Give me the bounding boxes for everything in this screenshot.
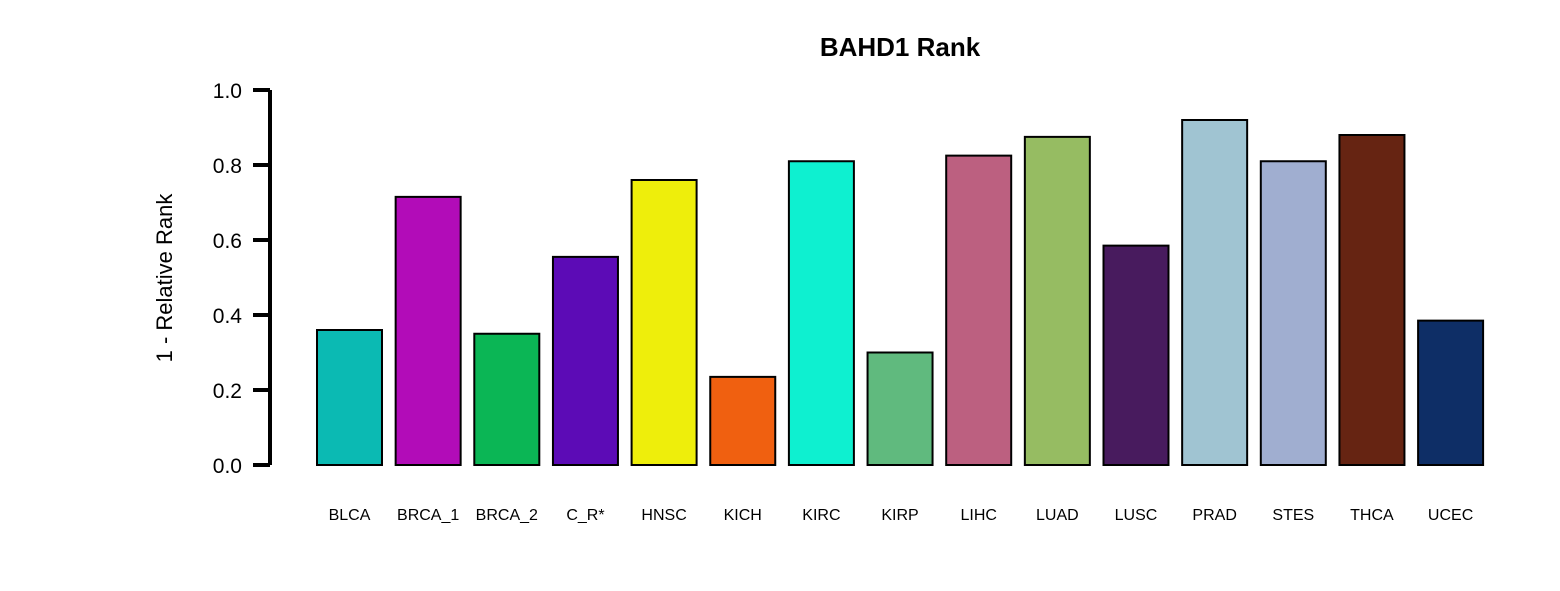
bars-group [316,119,1485,466]
bar-thca [1338,134,1406,466]
y-tick-label: 1.0 [213,80,242,103]
x-tick-label: THCA [1350,507,1394,524]
x-tick-label: LUSC [1115,507,1158,524]
bar-lihc [945,154,1013,466]
y-tick-label: 0.4 [213,305,243,328]
bar-kich [709,375,777,466]
bar-kirp [866,351,934,466]
y-tick-label: 0.2 [213,380,242,403]
bar-c-r [551,255,619,466]
y-tick-label: 0.0 [213,455,242,478]
x-tick-label: KIRC [802,507,840,524]
y-axis-label: 1 - Relative Rank [152,193,177,363]
chart-title: BAHD1 Rank [820,32,981,62]
y-tick-label: 0.8 [213,155,242,178]
bar-luad [1023,135,1091,466]
y-axis: 0.0 0.2 0.4 0.6 0.8 1.0 [213,80,272,478]
bar-ucec [1417,319,1485,466]
x-tick-label: BLCA [329,507,371,524]
bar-kirc [787,160,855,466]
x-tick-label: KICH [724,507,762,524]
bar-stes [1259,160,1327,466]
x-tick-label: UCEC [1428,507,1473,524]
x-tick-label: C_R* [566,507,604,524]
bar-prad [1181,119,1249,466]
x-tick-label: HNSC [641,507,686,524]
bar-hnsc [630,179,698,466]
y-tick-label: 0.6 [213,230,242,253]
bar-blca [316,329,383,466]
x-tick-labels: BLCA BRCA_1 BRCA_2 C_R* HNSC KICH KIRC KIRP LIHC… [329,507,1474,524]
bar-brca-2 [473,332,541,466]
x-tick-label: BRCA_1 [397,507,459,524]
bar-brca-1 [394,195,462,466]
x-tick-label: STES [1272,507,1314,524]
x-tick-label: BRCA_2 [476,507,538,524]
x-tick-label: LUAD [1036,507,1079,524]
x-tick-label: LIHC [960,507,996,524]
x-tick-label: KIRP [881,507,918,524]
bar-lusc [1102,244,1170,466]
x-tick-label: PRAD [1192,507,1236,524]
